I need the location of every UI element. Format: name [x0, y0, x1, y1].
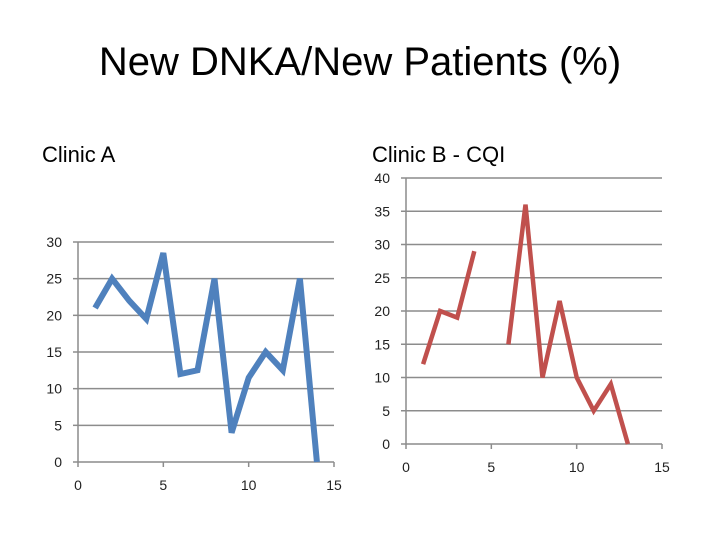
chart-a-series-line	[92, 252, 320, 463]
chart-b-x-tick-label: 15	[654, 459, 670, 475]
chart-a-x-tick-label: 5	[159, 477, 167, 493]
chart-a-y-tick-label: 30	[46, 234, 62, 250]
chart-b-y-tick-label: 5	[382, 403, 390, 419]
chart-a-y-tick-label: 5	[54, 417, 62, 433]
chart-b-y-tick-label: 10	[374, 370, 390, 386]
chart-b-x-tick-label: 5	[487, 459, 495, 475]
chart-b-x-tick-label: 0	[402, 459, 410, 475]
chart-b-y-tick-label: 30	[374, 237, 390, 253]
chart-a-y-tick-label: 20	[46, 307, 62, 323]
chart-b-series-line	[420, 250, 477, 365]
chart-b-y-tick-label: 0	[382, 436, 390, 452]
chart-a-x-tick-label: 10	[241, 477, 257, 493]
chart-b-y-tick-label: 35	[374, 203, 390, 219]
chart-b-y-tick-label: 40	[374, 170, 390, 186]
chart-a-y-tick-label: 25	[46, 271, 62, 287]
chart-a-y-tick-label: 0	[54, 454, 62, 470]
chart-a-y-tick-label: 10	[46, 381, 62, 397]
chart-a-x-tick-label: 15	[326, 477, 342, 493]
chart-b-y-tick-label: 15	[374, 336, 390, 352]
page-title: New DNKA/New Patients (%)	[98, 40, 622, 84]
chart-b-series-line	[506, 204, 631, 445]
chart-b-y-tick-label: 20	[374, 303, 390, 319]
chart-b-x-tick-label: 10	[569, 459, 585, 475]
chart-b-y-tick-label: 25	[374, 270, 390, 286]
chart-a-y-tick-label: 15	[46, 344, 62, 360]
chart-b-title: Clinic B - CQI	[372, 142, 506, 167]
chart-a-x-tick-label: 0	[74, 477, 82, 493]
chart-a-title: Clinic A	[42, 142, 116, 167]
